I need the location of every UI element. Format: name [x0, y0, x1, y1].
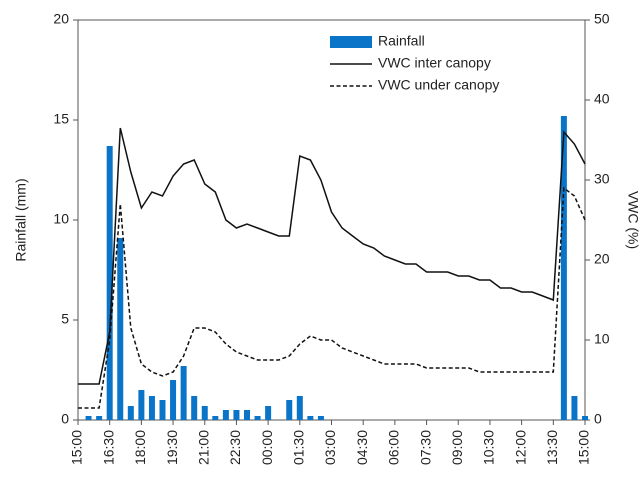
x-tick-label: 16:30 — [100, 430, 116, 465]
x-tick-label: 09:00 — [449, 430, 465, 465]
x-tick-label: 18:00 — [132, 430, 148, 465]
x-tick-label: 06:00 — [386, 430, 402, 465]
y2-tick-label: 0 — [594, 411, 602, 427]
y-tick-label: 0 — [61, 411, 69, 427]
bar — [159, 400, 166, 420]
legend-swatch — [330, 36, 372, 48]
x-tick-label: 03:00 — [322, 430, 338, 465]
y2-axis-title: VWC (%) — [625, 191, 640, 249]
line-1 — [78, 127, 586, 385]
bar — [307, 416, 314, 420]
x-tick-label: 19:30 — [164, 430, 180, 465]
x-tick-label: 12:00 — [512, 430, 528, 465]
bar — [170, 380, 177, 420]
y2-tick-label: 40 — [594, 91, 610, 107]
bar — [148, 396, 155, 420]
bar — [265, 406, 272, 420]
bar — [180, 366, 187, 420]
legend-label: Rainfall — [378, 33, 425, 49]
x-tick-label: 15:00 — [69, 430, 85, 465]
x-tick-label: 04:30 — [354, 430, 370, 465]
x-tick-label: 22:30 — [227, 430, 243, 465]
bar — [117, 238, 124, 420]
x-tick-label: 21:00 — [195, 430, 211, 465]
bar — [85, 416, 92, 420]
bar — [571, 396, 578, 420]
x-tick-label: 00:00 — [259, 430, 275, 465]
bar — [201, 406, 208, 420]
bar — [127, 406, 134, 420]
line-2 — [78, 186, 586, 409]
y2-tick-label: 20 — [594, 251, 610, 267]
plot-frame — [77, 19, 586, 421]
legend-label: VWC under canopy — [378, 77, 499, 93]
x-tick-label: 15:00 — [576, 430, 592, 465]
bar — [296, 396, 303, 420]
y-tick-label: 20 — [53, 11, 69, 27]
bar — [191, 396, 198, 420]
x-tick-label: 07:30 — [417, 430, 433, 465]
x-tick-label: 01:30 — [291, 430, 307, 465]
y-tick-label: 10 — [53, 211, 69, 227]
y2-tick-label: 30 — [594, 171, 610, 187]
legend-label: VWC inter canopy — [378, 55, 491, 71]
bar — [96, 416, 103, 420]
y2-tick-label: 50 — [594, 11, 610, 27]
x-tick-label: 13:30 — [544, 430, 560, 465]
x-tick-label: 10:30 — [481, 430, 497, 465]
y-tick-label: 15 — [53, 111, 69, 127]
bar — [212, 416, 219, 420]
bar — [317, 416, 324, 420]
bar — [106, 146, 113, 420]
bar — [254, 416, 261, 420]
bar — [138, 390, 145, 420]
y-tick-label: 5 — [61, 311, 69, 327]
bar — [286, 400, 293, 420]
bar — [222, 410, 229, 420]
bar — [582, 416, 588, 420]
y-axis-title: Rainfall (mm) — [13, 178, 29, 261]
bar — [233, 410, 240, 420]
bar — [560, 116, 567, 420]
y2-tick-label: 10 — [594, 331, 610, 347]
bar — [244, 410, 250, 420]
